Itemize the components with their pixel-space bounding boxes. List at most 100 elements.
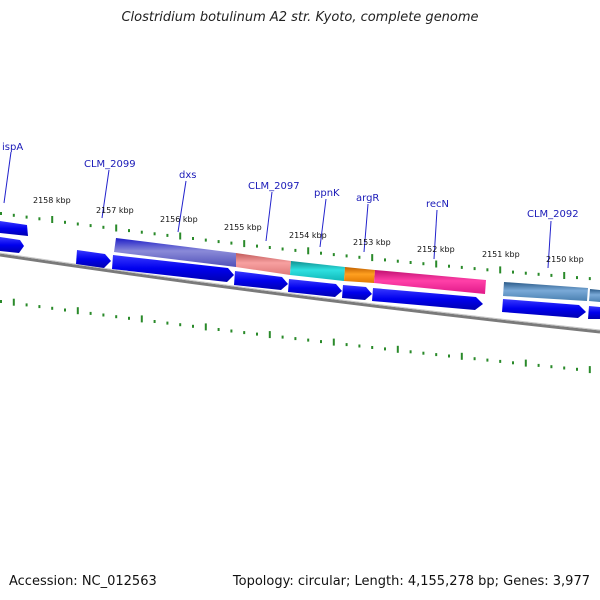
minor-tick bbox=[345, 254, 348, 258]
minor-tick bbox=[217, 240, 220, 244]
minor-tick bbox=[524, 271, 527, 275]
minor-tick bbox=[512, 270, 514, 274]
major-tick bbox=[524, 359, 527, 367]
gene-arrow[interactable] bbox=[288, 279, 342, 297]
minor-tick bbox=[358, 344, 361, 348]
major-tick bbox=[588, 366, 591, 374]
minor-tick bbox=[371, 346, 374, 349]
minor-tick bbox=[166, 233, 169, 237]
kbp-label: 2150 kbp bbox=[546, 255, 584, 264]
minor-tick bbox=[486, 358, 489, 362]
feature-argr[interactable] bbox=[344, 267, 375, 283]
minor-tick bbox=[294, 337, 297, 341]
kbp-label: 2151 kbp bbox=[482, 250, 520, 259]
feature-ppnk[interactable] bbox=[290, 261, 345, 281]
feature-dxs-region[interactable] bbox=[114, 238, 236, 267]
major-tick bbox=[371, 254, 374, 262]
gene-arrow[interactable] bbox=[0, 221, 28, 236]
minor-tick bbox=[268, 246, 271, 249]
minor-tick bbox=[435, 353, 438, 357]
major-tick bbox=[435, 260, 438, 268]
minor-tick bbox=[512, 361, 514, 365]
minor-tick bbox=[537, 272, 540, 276]
gene-arrow[interactable] bbox=[372, 288, 483, 310]
gene-label-recn[interactable]: recN bbox=[426, 199, 449, 210]
gene-label-clm-2097[interactable]: CLM_2097 bbox=[248, 181, 300, 192]
gene-arrow[interactable] bbox=[342, 285, 372, 300]
feature-track-forward bbox=[0, 237, 600, 319]
accession-label: Accession: NC_012563 bbox=[9, 574, 157, 589]
gene-label-clm-2099[interactable]: CLM_2099 bbox=[84, 159, 136, 170]
minor-tick bbox=[102, 313, 105, 317]
major-tick bbox=[243, 240, 246, 248]
major-tick bbox=[204, 323, 207, 331]
gene-arrow[interactable] bbox=[112, 255, 234, 282]
minor-tick bbox=[460, 265, 463, 269]
gene-arrow[interactable] bbox=[234, 271, 288, 290]
kbp-label: 2154 kbp bbox=[289, 231, 327, 240]
feature-clm-2097[interactable] bbox=[236, 253, 291, 275]
minor-tick bbox=[0, 212, 2, 215]
minor-tick bbox=[448, 264, 450, 268]
major-tick bbox=[76, 307, 79, 315]
gene-label-clm-2092[interactable]: CLM_2092 bbox=[527, 209, 579, 220]
genome-backbone-highlight bbox=[0, 252, 600, 331]
minor-tick bbox=[396, 259, 399, 263]
major-tick bbox=[499, 266, 502, 274]
gene-arrow[interactable] bbox=[502, 299, 586, 318]
major-tick bbox=[179, 232, 182, 240]
major-tick bbox=[563, 272, 566, 279]
major-tick bbox=[460, 352, 463, 360]
minor-tick bbox=[563, 366, 566, 370]
minor-tick bbox=[76, 222, 79, 226]
gene-label-ppnk[interactable]: ppnK bbox=[314, 188, 340, 199]
major-tick bbox=[140, 315, 143, 323]
feature-clm-2092[interactable] bbox=[503, 282, 588, 301]
minor-tick bbox=[320, 251, 322, 255]
gene-arrow[interactable] bbox=[588, 306, 600, 319]
minor-tick bbox=[0, 300, 2, 303]
minor-tick bbox=[89, 224, 92, 228]
minor-tick bbox=[448, 354, 450, 358]
minor-tick bbox=[12, 213, 15, 217]
minor-tick bbox=[281, 335, 284, 339]
minor-tick bbox=[51, 306, 54, 310]
genome-backbone-line bbox=[0, 253, 600, 334]
kbp-label: 2152 kbp bbox=[417, 245, 455, 254]
minor-tick bbox=[256, 332, 258, 336]
minor-tick bbox=[38, 305, 41, 309]
gene-label-dxs[interactable]: dxs bbox=[179, 170, 196, 181]
minor-tick bbox=[422, 351, 425, 355]
feature-recn[interactable] bbox=[374, 270, 486, 294]
minor-tick bbox=[115, 315, 118, 319]
minor-tick bbox=[307, 338, 310, 342]
feature-next[interactable] bbox=[589, 289, 600, 302]
minor-tick bbox=[230, 329, 233, 333]
minor-tick bbox=[25, 303, 28, 307]
minor-tick bbox=[230, 241, 233, 245]
minor-tick bbox=[243, 331, 246, 335]
gene-label-argr[interactable]: argR bbox=[356, 193, 379, 204]
minor-tick bbox=[576, 367, 578, 371]
upper-tick-track bbox=[0, 212, 591, 281]
minor-tick bbox=[256, 244, 258, 248]
map-title: Clostridium botulinum A2 str. Kyoto, com… bbox=[121, 10, 479, 25]
lower-tick-track bbox=[0, 298, 591, 374]
minor-tick bbox=[358, 255, 361, 259]
major-tick bbox=[268, 331, 271, 339]
major-tick bbox=[51, 216, 54, 223]
minor-tick bbox=[345, 343, 348, 347]
gene-labels: ispA CLM_2099 dxs CLM_2097 ppnK argR rec… bbox=[2, 142, 579, 220]
minor-tick bbox=[192, 237, 194, 240]
minor-tick bbox=[320, 340, 322, 344]
minor-tick bbox=[294, 248, 297, 252]
gene-arrow[interactable] bbox=[0, 237, 24, 253]
minor-tick bbox=[281, 247, 284, 251]
feature-track-upper bbox=[0, 221, 600, 302]
gene-label-ispa[interactable]: ispA bbox=[2, 142, 23, 153]
minor-tick bbox=[25, 215, 28, 219]
minor-tick bbox=[550, 273, 553, 277]
minor-tick bbox=[409, 350, 412, 354]
gene-arrow[interactable] bbox=[76, 250, 111, 268]
